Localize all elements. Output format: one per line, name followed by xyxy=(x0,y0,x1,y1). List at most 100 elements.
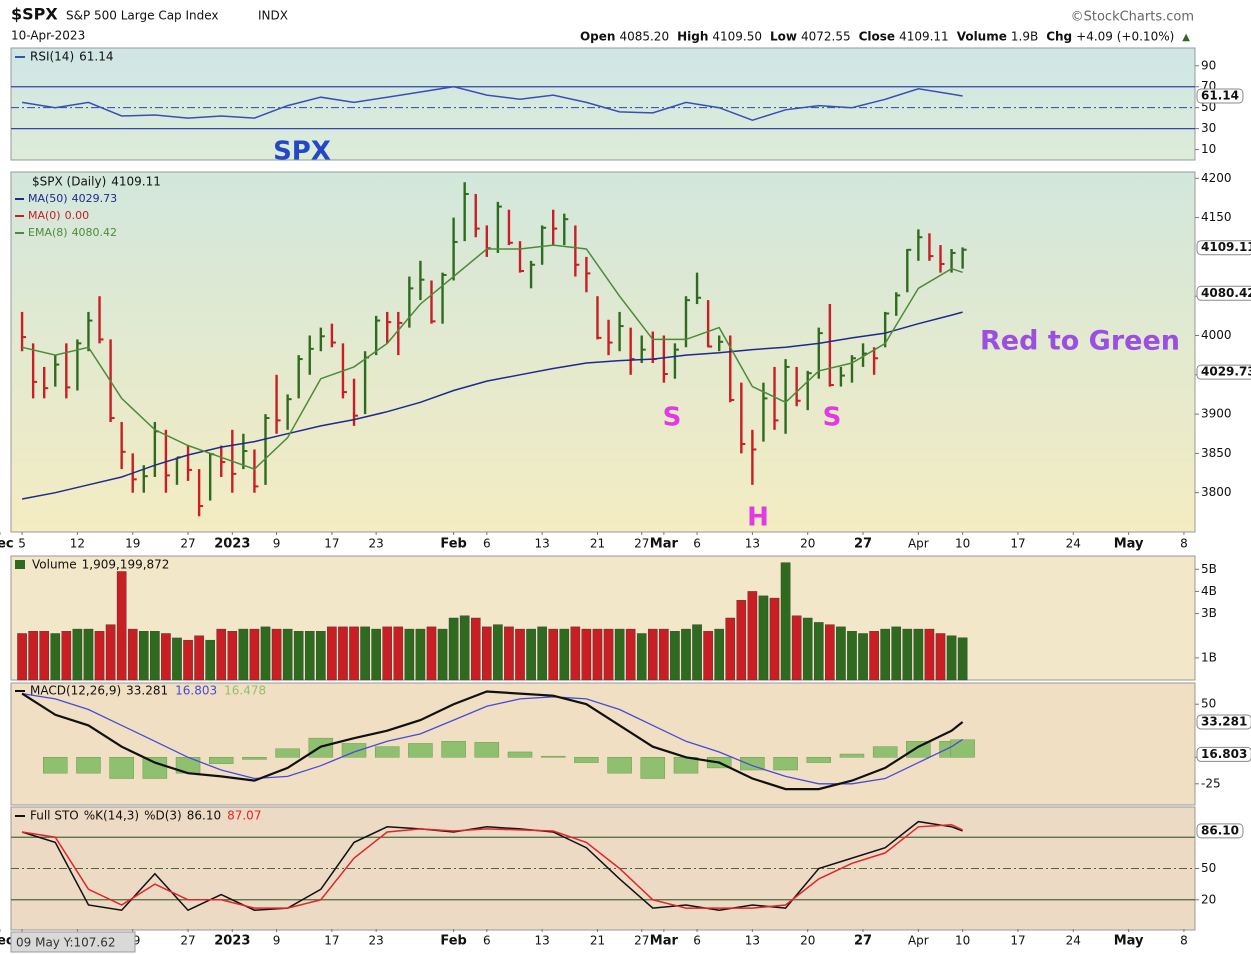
volume-bar xyxy=(614,628,625,681)
value-tag-box xyxy=(1196,714,1251,730)
histogram-bar xyxy=(374,746,400,758)
volume-bar xyxy=(725,617,736,681)
indicator-line xyxy=(21,823,963,909)
chg-arrow: ▲ xyxy=(1182,32,1190,43)
volume-bar xyxy=(891,626,902,681)
quote: Open 4085.20 High 4109.50 Low 4072.55 Close 410… xyxy=(580,30,1190,44)
histogram-bar xyxy=(872,746,898,758)
volume-bar xyxy=(260,626,271,681)
volume-bar xyxy=(50,633,61,681)
x-tick-label: 10 xyxy=(955,934,970,948)
volume-bar xyxy=(116,571,127,681)
symbol: $SPX xyxy=(11,5,58,24)
volume-bar xyxy=(393,626,404,681)
volume-bar xyxy=(592,628,603,681)
rsi-panel xyxy=(10,47,1196,161)
volume-bar xyxy=(559,628,570,681)
y-tick-label: -25 xyxy=(1201,776,1221,790)
x-tick-label: Apr xyxy=(908,537,929,551)
volume-bar xyxy=(515,628,525,681)
legend-value: 1,909,199,872 xyxy=(82,558,170,572)
value-tag: 86.10 xyxy=(1201,823,1239,837)
volume-bar xyxy=(426,626,437,681)
volume-bar xyxy=(935,633,946,681)
histogram-bar xyxy=(839,753,865,758)
quote-value: +4.09 (+0.10%) xyxy=(1076,30,1174,44)
x-tick-label: 20 xyxy=(800,537,815,551)
legend-name: $SPX (Daily) xyxy=(32,175,106,189)
x-tick-label: 9 xyxy=(273,537,281,551)
legend-icon xyxy=(15,560,25,569)
volume-bar xyxy=(360,626,370,681)
histogram-bar xyxy=(607,757,632,774)
quote-value: 4109.11 xyxy=(899,30,949,44)
annotation: H xyxy=(747,503,769,533)
quote-value: 1.9B xyxy=(1011,30,1038,44)
signal-line xyxy=(21,692,963,785)
volume-bar xyxy=(913,628,924,681)
volume-bar xyxy=(482,626,492,681)
annotation: SPX xyxy=(273,137,331,167)
volume-bar xyxy=(625,628,636,681)
volume-bar xyxy=(271,628,282,681)
x-tick-label: 6 xyxy=(483,537,491,551)
watermark: ©StockCharts.com xyxy=(1071,10,1194,25)
y-tick-label: 10 xyxy=(1201,142,1216,156)
x-month-label: Dec xyxy=(0,934,14,949)
legend-name: %D(3) xyxy=(144,809,182,823)
legend-name: %K(14,3) xyxy=(84,809,139,823)
volume-bar xyxy=(172,637,182,681)
value-tag: 33.281 xyxy=(1201,714,1247,728)
volume-bar xyxy=(371,628,381,681)
volume-bar xyxy=(957,637,968,681)
volume-bar xyxy=(780,562,791,681)
volume-bar xyxy=(327,626,337,681)
volume-bar xyxy=(349,626,359,681)
volume-bar xyxy=(28,631,38,681)
volume-bar xyxy=(526,628,536,681)
legend-value: 87.07 xyxy=(227,809,261,823)
indicator-line xyxy=(21,820,963,912)
legend-name: RSI(14) xyxy=(30,50,74,64)
x-tick-label: 23 xyxy=(369,537,384,551)
value-tag-box xyxy=(1196,746,1251,762)
volume-bar xyxy=(282,628,293,681)
volume-bar xyxy=(681,628,691,681)
volume-bar xyxy=(61,631,72,681)
volume-bar xyxy=(570,626,581,681)
legend-name: MA(50) xyxy=(28,192,68,205)
volume-bar xyxy=(603,628,614,681)
annotation: S xyxy=(663,403,682,433)
x-tick-label: 13 xyxy=(534,537,549,551)
volume-bar xyxy=(636,633,647,681)
y-tick-label: 20 xyxy=(1201,892,1216,906)
volume-bar xyxy=(470,617,481,681)
annotation: Red to Green xyxy=(980,326,1180,357)
histogram-bar xyxy=(773,757,798,771)
x-tick-label: 19 xyxy=(125,537,140,551)
quote-label: Volume xyxy=(957,30,1007,44)
x-tick-label: 24 xyxy=(1066,537,1081,551)
x-tick-label: 20 xyxy=(800,934,815,948)
legend-value: 33.281 xyxy=(126,684,168,698)
exchange: INDX xyxy=(258,9,288,23)
x-month-label: 27 xyxy=(854,537,872,552)
x-tick-label: 27 xyxy=(180,537,195,551)
indicator-line xyxy=(21,85,963,121)
quote-value: 4085.20 xyxy=(619,30,669,44)
x-month-label: 2023 xyxy=(214,537,250,552)
volume-bar xyxy=(94,631,105,681)
x-tick-label: 6 xyxy=(693,537,701,551)
histogram-bar xyxy=(76,757,101,774)
y-tick-label: 50 xyxy=(1201,861,1216,875)
x-tick-label: 10 xyxy=(955,537,970,551)
date: 10-Apr-2023 xyxy=(11,29,85,43)
volume-bar xyxy=(459,615,470,681)
y-tick-label: 3B xyxy=(1201,606,1217,620)
volume-bar xyxy=(161,633,171,681)
volume-bar xyxy=(902,628,913,681)
volume-bar xyxy=(238,628,249,681)
volume-bar xyxy=(758,595,769,681)
volume-bar xyxy=(692,624,702,681)
